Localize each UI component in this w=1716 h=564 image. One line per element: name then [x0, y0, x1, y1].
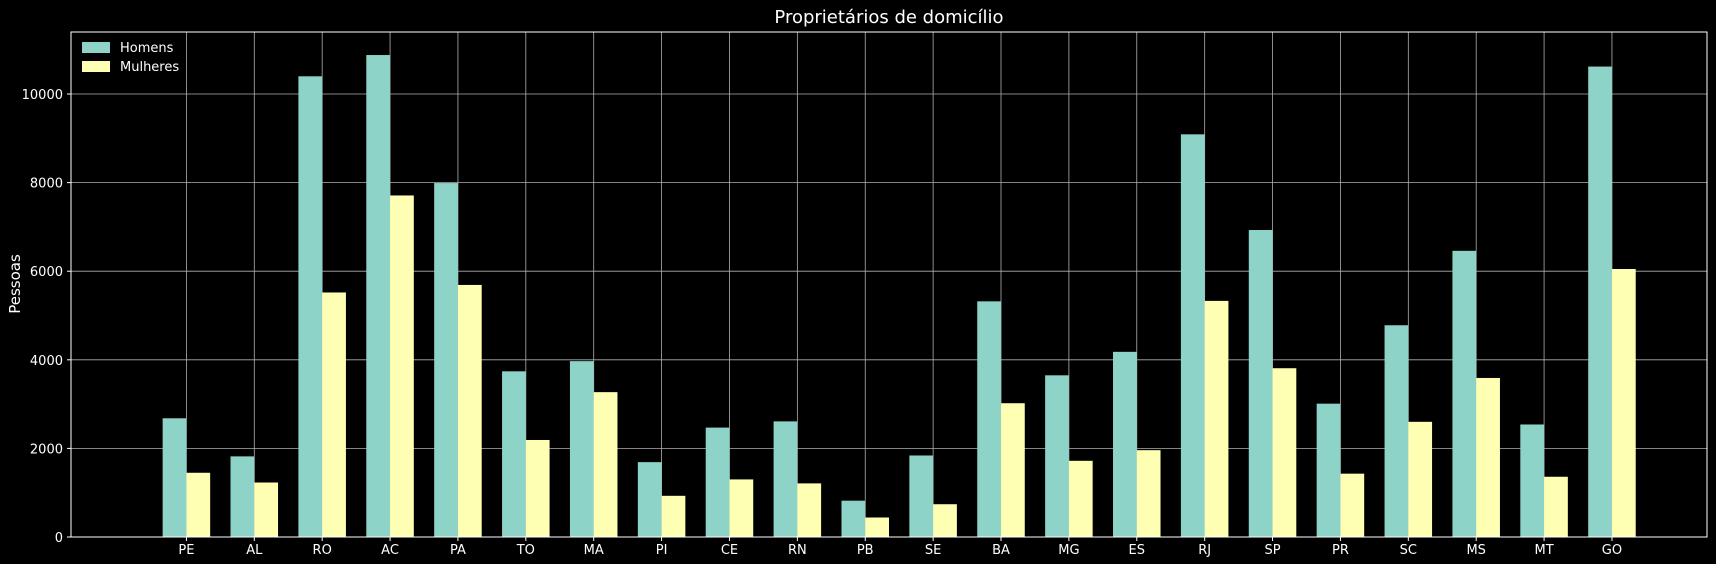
legend-label: Mulheres [120, 60, 179, 75]
bar-homens-ma [569, 361, 594, 537]
bar-mulheres-es [1136, 450, 1161, 537]
bar-mulheres-pr [1340, 473, 1365, 537]
x-tick-label: PB [857, 543, 874, 558]
bar-homens-al [230, 456, 255, 537]
bar-homens-pa [434, 183, 458, 538]
x-tick-label: SE [925, 543, 941, 558]
bar-mulheres-ro [322, 292, 346, 537]
x-tick-label: MT [1534, 543, 1553, 558]
bar-mulheres-ce [729, 479, 754, 537]
bar-homens-sc [1384, 325, 1409, 537]
bar-mulheres-se [933, 504, 957, 537]
bar-mulheres-mg [1068, 460, 1093, 537]
bar-mulheres-rn [797, 483, 822, 537]
bar-homens-rj [1180, 134, 1205, 537]
bar-mulheres-al [254, 482, 279, 537]
bar-mulheres-ms [1476, 377, 1500, 537]
bar-homens-ro [298, 76, 323, 537]
legend-swatch [82, 61, 110, 72]
bar-homens-pr [1316, 403, 1341, 537]
bar-homens-go [1588, 66, 1612, 537]
x-tick-label: AC [381, 543, 399, 558]
bar-mulheres-sc [1408, 421, 1433, 537]
x-tick-label: PR [1332, 543, 1349, 558]
bar-mulheres-pa [457, 284, 482, 537]
x-tick-label: CE [721, 543, 738, 558]
legend-swatch [82, 42, 110, 53]
x-tick-label: GO [1602, 543, 1622, 558]
x-tick-label: PE [178, 543, 194, 558]
bar-homens-pb [841, 500, 866, 537]
bar-mulheres-pb [865, 517, 889, 537]
bar-homens-rn [773, 421, 798, 537]
bar-homens-es [1113, 351, 1137, 537]
bar-homens-ce [705, 427, 730, 537]
x-tick-label: AL [246, 543, 263, 558]
y-axis-label: Pessoas [6, 254, 24, 314]
bar-homens-ac [366, 55, 391, 537]
x-tick-label: RN [788, 543, 807, 558]
y-tick-label: 0 [55, 531, 63, 546]
y-tick-label: 2000 [30, 442, 63, 457]
bar-homens-ba [977, 301, 1002, 537]
y-tick-label: 6000 [30, 265, 63, 280]
bar-homens-ms [1452, 250, 1477, 538]
bar-mulheres-ba [1001, 403, 1025, 537]
x-tick-label: MG [1058, 543, 1079, 558]
x-tick-label: ES [1129, 543, 1145, 558]
x-tick-label: PI [656, 543, 668, 558]
x-tick-label: RO [313, 543, 332, 558]
bars [162, 55, 1636, 538]
chart-title: Proprietários de domicílio [774, 7, 1003, 28]
y-tick-label: 10000 [22, 88, 63, 103]
bar-homens-sp [1248, 230, 1273, 537]
x-tick-label: PA [450, 543, 466, 558]
x-tick-label: MS [1466, 543, 1485, 558]
bar-mulheres-go [1611, 268, 1636, 537]
x-tick-label: TO [516, 543, 535, 558]
bar-mulheres-rj [1204, 300, 1229, 537]
x-tick-label: RJ [1198, 543, 1211, 558]
x-tick-label: BA [992, 543, 1010, 558]
bar-mulheres-pe [186, 472, 211, 537]
bar-homens-to [502, 371, 526, 537]
x-axis: PE AL RO AC PA TO MA PI CE RN PB SE BA MG ES RJ SP PR SC MS… [178, 537, 1622, 558]
bar-homens-mg [1045, 375, 1069, 537]
legend-label: Homens [120, 41, 174, 56]
y-tick-label: 8000 [30, 177, 63, 192]
bar-mulheres-ac [390, 195, 414, 538]
x-tick-label: MA [584, 543, 604, 558]
bar-mulheres-ma [593, 392, 618, 537]
bar-homens-mt [1520, 424, 1545, 537]
bar-homens-pi [637, 462, 662, 537]
bar-mulheres-to [525, 439, 550, 537]
y-axis: 0 2000 4000 6000 8000 10000 [22, 88, 71, 546]
bar-mulheres-mt [1544, 476, 1568, 537]
bar-mulheres-sp [1272, 368, 1297, 537]
y-tick-label: 4000 [30, 354, 63, 369]
plot-frame [70, 31, 1708, 538]
legend: Homens Mulheres [82, 41, 179, 75]
bar-homens-se [909, 455, 934, 537]
x-tick-label: SC [1400, 543, 1417, 558]
x-tick-label: SP [1264, 543, 1280, 558]
bar-mulheres-pi [661, 495, 686, 537]
bar-homens-pe [162, 418, 187, 537]
